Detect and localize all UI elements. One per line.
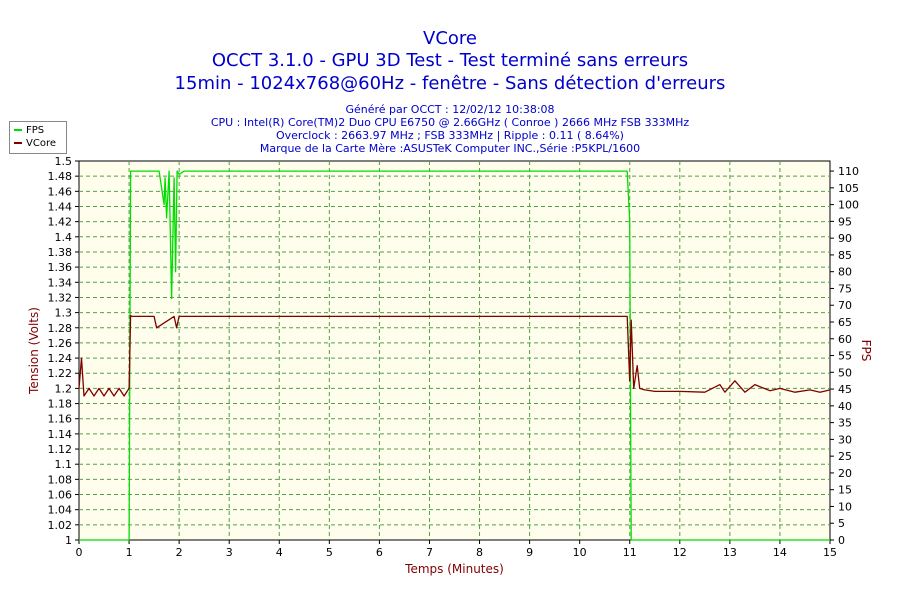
x-tick-label-10: 10 bbox=[573, 546, 587, 559]
y2-axis-label: FPS bbox=[859, 340, 873, 362]
y2-tick-label-15: 15 bbox=[838, 484, 852, 497]
y-tick-label-1: 1 bbox=[65, 534, 72, 547]
y-tick-label-1.26: 1.26 bbox=[48, 337, 73, 350]
y2-tick-label-100: 100 bbox=[838, 199, 859, 212]
chart-title: VCore bbox=[423, 28, 477, 49]
x-tick-label-0: 0 bbox=[76, 546, 83, 559]
axes: 0 1 2 3 4 5 6 7 8 9 10 11 12 13 14 1511.021.041.061.081… bbox=[48, 155, 860, 559]
x-tick-label-12: 12 bbox=[673, 546, 687, 559]
y-tick-label-1.32: 1.32 bbox=[48, 291, 73, 304]
y2-tick-label-95: 95 bbox=[838, 215, 852, 228]
grid-lines bbox=[79, 161, 830, 540]
y2-tick-label-0: 0 bbox=[838, 534, 845, 547]
y2-tick-label-90: 90 bbox=[838, 232, 852, 245]
x-tick-label-14: 14 bbox=[773, 546, 787, 559]
y2-tick-label-40: 40 bbox=[838, 400, 852, 413]
y2-tick-label-50: 50 bbox=[838, 366, 852, 379]
y-tick-label-1.28: 1.28 bbox=[48, 322, 73, 335]
x-tick-label-5: 5 bbox=[326, 546, 333, 559]
y2-tick-label-55: 55 bbox=[838, 350, 852, 363]
y2-tick-label-65: 65 bbox=[838, 316, 852, 329]
series-line-fps bbox=[79, 170, 830, 541]
legend-label-vcore: VCore bbox=[26, 138, 56, 149]
y-tick-label-1.48: 1.48 bbox=[48, 170, 73, 183]
legend-item-fps: FPS bbox=[14, 124, 44, 137]
x-tick-label-4: 4 bbox=[276, 546, 283, 559]
series-layer bbox=[78, 170, 831, 541]
y2-tick-label-30: 30 bbox=[838, 433, 852, 446]
x-tick-label-15: 15 bbox=[823, 546, 837, 559]
y2-tick-label-110: 110 bbox=[838, 165, 859, 178]
x-tick-label-13: 13 bbox=[723, 546, 737, 559]
x-tick-label-8: 8 bbox=[476, 546, 483, 559]
y-tick-label-1.46: 1.46 bbox=[48, 185, 73, 198]
y-tick-label-1.34: 1.34 bbox=[48, 276, 73, 289]
x-tick-label-1: 1 bbox=[126, 546, 133, 559]
y-axis-label: Tension (Volts) bbox=[27, 307, 41, 395]
y-tick-label-1.22: 1.22 bbox=[48, 367, 73, 380]
legend-item-vcore: VCore bbox=[14, 137, 56, 150]
y-tick-label-1.36: 1.36 bbox=[48, 261, 73, 274]
y2-tick-label-70: 70 bbox=[838, 299, 852, 312]
subtitle-generated: Généré par OCCT : 12/02/12 10:38:08 bbox=[345, 103, 555, 116]
y-tick-label-1.2: 1.2 bbox=[55, 382, 73, 395]
x-tick-label-11: 11 bbox=[623, 546, 637, 559]
axis-labels: Temps (Minutes) Tension (Volts) FPS bbox=[27, 307, 873, 576]
series-line-vcore bbox=[78, 314, 831, 397]
y-tick-label-1.16: 1.16 bbox=[48, 413, 73, 426]
legend: FPS VCore bbox=[9, 121, 67, 154]
subtitle-overclock: Overclock : 2663.97 MHz ; FSB 333MHz | R… bbox=[276, 129, 624, 142]
x-tick-label-9: 9 bbox=[526, 546, 533, 559]
x-tick-label-6: 6 bbox=[376, 546, 383, 559]
y2-tick-label-80: 80 bbox=[838, 266, 852, 279]
subtitle-motherboard: Marque de la Carte Mère :ASUSTeK Compute… bbox=[259, 142, 641, 155]
y2-tick-label-35: 35 bbox=[838, 417, 852, 430]
y2-tick-label-25: 25 bbox=[838, 450, 852, 463]
y-tick-label-1.04: 1.04 bbox=[48, 504, 73, 517]
chart-title-test: OCCT 3.1.0 - GPU 3D Test - Test terminé … bbox=[211, 50, 689, 71]
y2-tick-label-45: 45 bbox=[838, 383, 852, 396]
y-tick-label-1.18: 1.18 bbox=[48, 398, 73, 411]
y2-tick-label-5: 5 bbox=[838, 517, 845, 530]
legend-swatch-fps bbox=[14, 129, 22, 131]
y-tick-label-1.24: 1.24 bbox=[48, 352, 73, 365]
y-tick-label-1.14: 1.14 bbox=[48, 428, 73, 441]
y2-tick-label-75: 75 bbox=[838, 282, 852, 295]
y2-tick-label-20: 20 bbox=[838, 467, 852, 480]
x-tick-label-7: 7 bbox=[426, 546, 433, 559]
x-axis-label: Temps (Minutes) bbox=[404, 562, 504, 576]
x-tick-label-2: 2 bbox=[176, 546, 183, 559]
plot-area bbox=[78, 160, 831, 541]
chart-title-settings: 15min - 1024x768@60Hz - fenêtre - Sans d… bbox=[174, 73, 726, 94]
y-tick-label-1.42: 1.42 bbox=[48, 216, 73, 229]
y-tick-label-1.12: 1.12 bbox=[48, 443, 73, 456]
y-tick-label-1.44: 1.44 bbox=[48, 200, 73, 213]
subtitle-cpu: CPU : Intel(R) Core(TM)2 Duo CPU E6750 @… bbox=[210, 116, 690, 129]
y-tick-label-1.06: 1.06 bbox=[48, 489, 73, 502]
x-tick-label-3: 3 bbox=[226, 546, 233, 559]
y-tick-label-1.3: 1.3 bbox=[55, 307, 73, 320]
legend-swatch-vcore bbox=[14, 142, 22, 144]
y-tick-label-1.4: 1.4 bbox=[55, 231, 73, 244]
y-tick-label-1.1: 1.1 bbox=[55, 458, 73, 471]
y2-tick-label-85: 85 bbox=[838, 249, 852, 262]
y-tick-label-1.02: 1.02 bbox=[48, 519, 73, 532]
y-tick-label-1.38: 1.38 bbox=[48, 246, 73, 259]
y2-tick-label-60: 60 bbox=[838, 333, 852, 346]
legend-label-fps: FPS bbox=[26, 125, 45, 136]
y2-tick-label-10: 10 bbox=[838, 500, 852, 513]
y-tick-label-1.08: 1.08 bbox=[48, 473, 73, 486]
y-tick-label-1.5: 1.5 bbox=[55, 155, 73, 168]
y2-tick-label-105: 105 bbox=[838, 182, 859, 195]
